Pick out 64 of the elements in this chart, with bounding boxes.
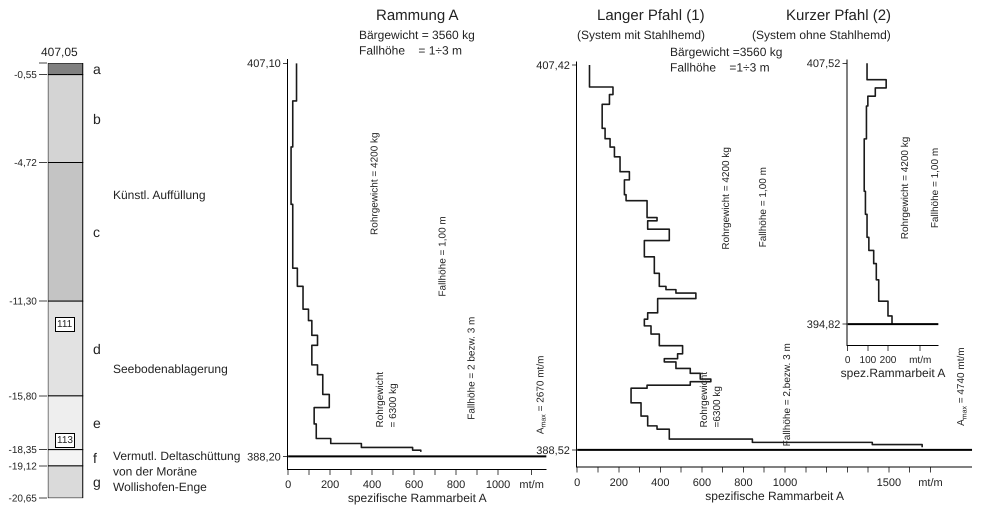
y-tick-label: 407,52 (806, 58, 840, 70)
text: Vermutl. Deltaschüttung von der Moräne Wollishofen-Enge (113, 449, 240, 494)
annotation: Fallhöhe = 1,00 m (438, 216, 449, 297)
y-tick-label: -19,12 (8, 461, 38, 472)
x-tick-label: 1500 (876, 476, 902, 489)
x-tick-label: 400 (651, 476, 670, 489)
y-tick-label: 388,20 (247, 451, 281, 464)
chart-subtitle: (System ohne Stahlhemd) (752, 28, 891, 42)
x-tick-label: 400 (362, 479, 382, 492)
text: Künstl. Auffüllung (113, 188, 206, 202)
x-tick-label: 0 (844, 355, 851, 366)
x-tick-label: 600 (404, 479, 424, 492)
annotation: Fallhöhe = 1,00 m (758, 167, 769, 248)
y-tick-label: 394,82 (806, 319, 840, 332)
x-tick-label: 200 (880, 355, 897, 366)
annotation: Rohrgewicht = 4200 kg (370, 132, 381, 235)
series-label: a (93, 61, 101, 77)
series-label: f (93, 450, 97, 466)
chart-title: Langer Pfahl (1) (597, 7, 705, 24)
x-tick-label: 100 (860, 355, 877, 366)
x-tick-label: mt/m (918, 476, 943, 489)
text: Seebodenablagerung (113, 362, 228, 376)
annotation: Fallhöhe = 2 bezw. 3 m (466, 316, 478, 420)
x-tick-label: 600 (692, 476, 712, 489)
annotation: Fallhöhe = 2,bezw. 3 m (782, 343, 793, 446)
annotation: Bärgewicht =3560 kg Fallhöhe =1÷3 m (670, 45, 782, 75)
y-tick-label: 388,52 (536, 444, 570, 457)
annotation: 113 (57, 435, 74, 446)
y-tick-label: 407,42 (536, 60, 570, 72)
y-tick-label: -18,35 (8, 445, 38, 456)
x-tick-label: 200 (610, 476, 628, 489)
text: 407,05 (41, 45, 78, 59)
annotation: Rohrgewicht = 4200 kg (900, 136, 912, 240)
x-tick-label: 1000 (486, 479, 510, 492)
x-axis-title: spez.Rammarbeit A (840, 366, 946, 380)
y-tick-label: -15,80 (8, 391, 38, 402)
annotation: Fallhöhe = 1,00 m (930, 148, 942, 228)
y-tick-label: -20,65 (8, 494, 38, 505)
y-tick-label: -4,72 (14, 158, 38, 169)
chart-title: Rammung A (376, 7, 459, 24)
series-label: d (93, 341, 101, 357)
series-label: b (93, 111, 101, 127)
x-tick-label: 1000 (772, 476, 798, 489)
y-tick-label: -0,55 (14, 70, 38, 82)
x-tick-label: mt/m (519, 479, 544, 492)
series-label: c (93, 224, 100, 240)
y-tick-label: 407,10 (247, 58, 281, 70)
x-tick-label: 0 (285, 479, 292, 492)
x-axis-title: spezifische Rammarbeit A (705, 488, 844, 503)
y-tick-label: -11,30 (9, 296, 38, 308)
chart-title: Kurzer Pfahl (2) (786, 7, 892, 24)
x-tick-label: mt/m (909, 355, 932, 366)
series-label: e (93, 415, 101, 431)
annotation: Rohrgewicht = 6300 kg (375, 372, 400, 428)
x-axis-title: spezifische Rammarbeit A (348, 491, 487, 506)
x-tick-label: 800 (734, 476, 753, 489)
annotation: Rohrgewicht = 4200 kg (720, 147, 732, 250)
x-tick-label: 0 (574, 476, 580, 489)
x-tick-label: 200 (320, 479, 340, 492)
annotation: 111 (57, 319, 73, 330)
x-tick-label: 800 (446, 479, 466, 492)
chart-subtitle: (System mit Stahlhemd) (577, 28, 706, 42)
series-label: g (93, 474, 101, 490)
chart-subtitle: Bärgewicht = 3560 kg Fallhöhe = 1÷3 m (359, 28, 475, 58)
